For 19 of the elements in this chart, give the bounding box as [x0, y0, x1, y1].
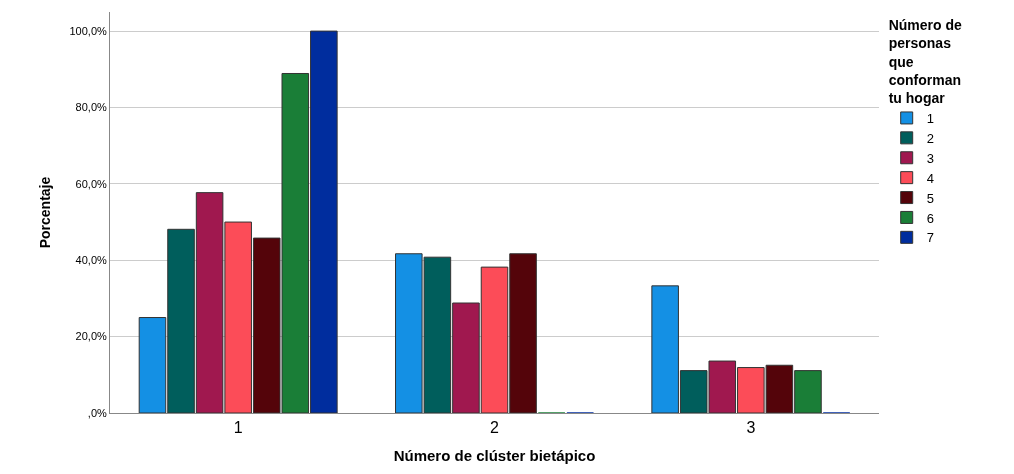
y-tick-label: ,0% — [87, 406, 108, 419]
legend-label: 4 — [926, 170, 934, 186]
x-tick-label: 1 — [233, 419, 243, 437]
y-tick-label: 20,0% — [75, 330, 108, 343]
y-axis-title: Porcentaje — [37, 176, 54, 249]
x-tick-label: 3 — [746, 419, 756, 437]
legend-label: 1 — [926, 111, 934, 127]
x-tick-label: 2 — [490, 419, 500, 437]
x-axis-title: Número de clúster bietápico — [393, 447, 596, 465]
legend-label: 7 — [926, 230, 934, 246]
y-tick-label: 40,0% — [75, 254, 108, 267]
legend-label: 2 — [926, 130, 934, 146]
y-tick-label: 60,0% — [75, 177, 108, 190]
legend-label: 3 — [926, 150, 934, 166]
y-tick-label: 80,0% — [75, 101, 108, 114]
legend-title: Número de personas que conforman tu hogar — [888, 17, 963, 106]
legend-label: 6 — [926, 210, 934, 226]
legend-label: 5 — [926, 190, 934, 206]
y-tick-label: 100,0% — [69, 24, 108, 37]
